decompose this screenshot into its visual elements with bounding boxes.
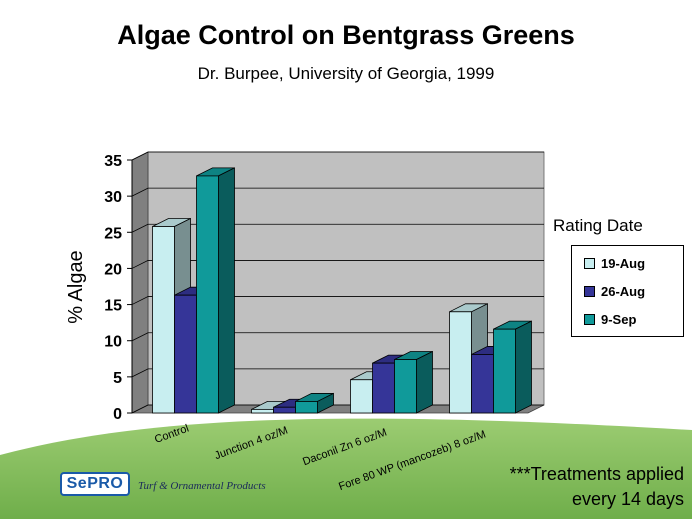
- gridline: [131, 260, 544, 269]
- tagline: Turf & Ornamental Products: [138, 480, 266, 492]
- bar: [449, 311, 472, 414]
- treatment-note: ***Treatments applied every 14 days: [510, 462, 684, 512]
- green-hill-background: [0, 418, 692, 519]
- bar: [251, 408, 274, 414]
- side-wall: [131, 151, 149, 414]
- y-tick-label: 0: [113, 406, 122, 423]
- y-tick-label: 10: [104, 334, 122, 351]
- legend-swatch-26-aug: [584, 286, 595, 297]
- bar: [372, 362, 395, 414]
- y-tick-label: 35: [104, 153, 122, 170]
- bar-side: [218, 167, 235, 414]
- legend-label: 26-Aug: [601, 284, 646, 299]
- bar: [493, 328, 516, 414]
- bar: [152, 226, 175, 414]
- sepro-logo: SePRO: [60, 472, 130, 496]
- legend-title: Rating Date: [553, 216, 643, 235]
- legend-label: 19-Aug: [601, 256, 646, 271]
- legend-swatch-9-sep: [584, 314, 595, 325]
- bar-side: [515, 320, 532, 414]
- treatment-note-line2: every 14 days: [571, 489, 684, 509]
- legend-swatch-19-aug: [584, 258, 595, 269]
- bar: [350, 379, 373, 414]
- legend-label: 9-Sep: [601, 312, 637, 327]
- y-tick-label: 15: [104, 298, 122, 315]
- bar: [174, 294, 197, 414]
- gridline: [131, 223, 544, 233]
- bar: [196, 175, 219, 414]
- y-tick-label: 30: [104, 189, 122, 206]
- gridline: [131, 332, 544, 342]
- legend: 19-Aug 26-Aug 9-Sep: [571, 245, 684, 337]
- treatment-note-line1: ***Treatments applied: [509, 464, 684, 484]
- legend-item-9-sep: 9-Sep: [584, 312, 636, 327]
- bar: [295, 401, 318, 414]
- bar: [394, 359, 417, 414]
- gridline: [131, 151, 544, 161]
- gridline: [131, 187, 544, 197]
- legend-item-26-aug: 26-Aug: [584, 284, 645, 299]
- chart-title: Algae Control on Bentgrass Greens: [117, 20, 575, 50]
- y-tick-label: 20: [104, 261, 122, 278]
- y-tick-label: 25: [104, 225, 122, 242]
- gridline: [131, 296, 544, 305]
- y-axis-label: % Algae: [65, 250, 87, 323]
- y-tick-label: 5: [113, 370, 122, 387]
- bar: [273, 406, 296, 414]
- bar: [471, 354, 494, 414]
- legend-item-19-aug: 19-Aug: [584, 256, 645, 271]
- bar-side: [416, 350, 433, 414]
- chart-subtitle: Dr. Burpee, University of Georgia, 1999: [197, 64, 495, 83]
